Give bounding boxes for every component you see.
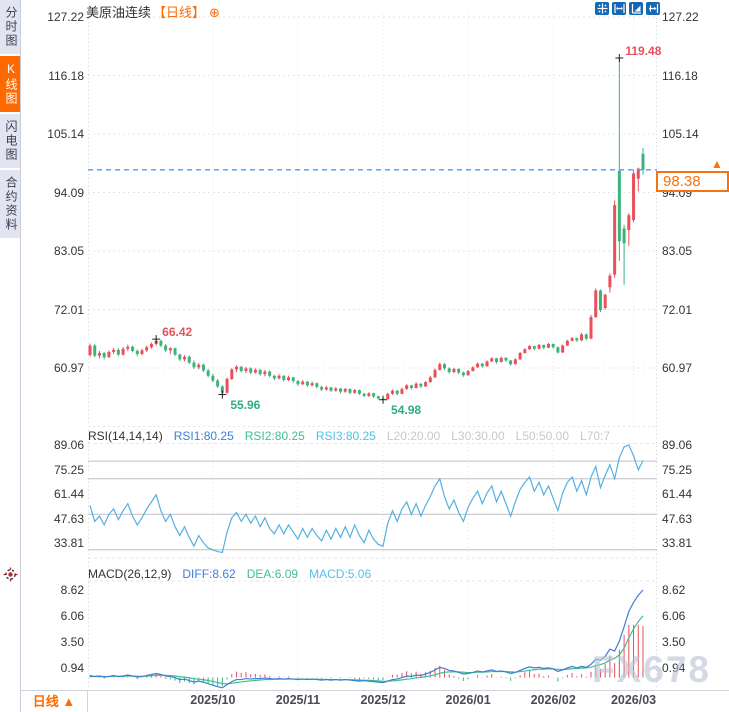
macd-param-2: DEA:6.09 bbox=[246, 567, 299, 581]
sidebar-tab-1[interactable]: 分时图 bbox=[0, 0, 20, 54]
x-axis-label: 2025/11 bbox=[275, 693, 321, 707]
shift-right-icon[interactable] bbox=[646, 2, 660, 15]
macd-y-label-left: 3.50 bbox=[60, 635, 84, 649]
rsi-param-7: L70:7 bbox=[580, 429, 611, 443]
sidebar-tab-2[interactable]: K线图 bbox=[0, 56, 20, 112]
period-selector-label: 日线 bbox=[32, 694, 59, 709]
chart-toolbar bbox=[595, 2, 660, 15]
price-annotation-low: 54.98 bbox=[391, 402, 422, 417]
price-annotation-high: 66.42 bbox=[162, 325, 193, 340]
left-sidebar: 分时图 K线图 闪电图 合约资料 bbox=[0, 0, 21, 712]
rsi-param-3: RSI3:80.25 bbox=[315, 429, 376, 443]
rsi-y-label-right: 33.81 bbox=[662, 536, 693, 550]
macd-y-label-left: 8.62 bbox=[60, 583, 84, 597]
macd-y-label-right: 3.50 bbox=[662, 635, 686, 649]
macd-param-3: MACD:5.06 bbox=[309, 567, 372, 581]
chevron-up-icon: ▲ bbox=[62, 694, 76, 709]
marker-tool-icon[interactable] bbox=[2, 566, 19, 583]
main-y-label-left: 72.01 bbox=[53, 302, 84, 317]
macd-header: MACD(26,12,9) DIFF:8.62 DEA:6.09 MACD:5.06 bbox=[88, 567, 648, 581]
main-y-label-right: 105.14 bbox=[662, 127, 699, 141]
main-y-label-left: 83.05 bbox=[53, 244, 84, 258]
x-axis-label: 2025/12 bbox=[360, 693, 406, 707]
sidebar-tab-3[interactable]: 闪电图 bbox=[0, 114, 20, 168]
rsi-y-label-left: 33.81 bbox=[53, 536, 84, 550]
rsi-param-1: RSI1:80.25 bbox=[173, 429, 234, 443]
fit-width-icon[interactable] bbox=[612, 2, 626, 15]
rsi-header: RSI(14,14,14) RSI1:80.25 RSI2:80.25 RSI3:80… bbox=[88, 429, 648, 443]
price-annotation-low: 55.96 bbox=[230, 397, 261, 412]
chart-title: 美原油连续 【日线】 ⊕ bbox=[86, 2, 220, 21]
main-y-label-left: 127.22 bbox=[47, 10, 84, 24]
rsi-param-2: RSI2:80.25 bbox=[244, 429, 305, 443]
rsi-y-label-left: 61.44 bbox=[53, 487, 84, 501]
period-selector[interactable]: 日线 ▲ bbox=[21, 690, 88, 712]
auto-scale-icon[interactable] bbox=[629, 2, 643, 15]
rsi-param-6: L50:50.00 bbox=[515, 429, 570, 443]
main-y-label-right: 72.01 bbox=[662, 302, 693, 317]
main-y-label-left: 105.14 bbox=[47, 127, 84, 141]
macd-y-label-right: 0.94 bbox=[662, 661, 686, 675]
x-axis-strip bbox=[21, 690, 729, 712]
main-y-label-left: 116.18 bbox=[48, 68, 84, 83]
macd-param-1: DIFF:8.62 bbox=[182, 567, 236, 581]
watermark: FX678 bbox=[592, 649, 712, 690]
rsi-param-5: L30:30.00 bbox=[451, 429, 505, 443]
macd-y-label-right: 8.62 bbox=[662, 583, 686, 597]
macd-name: MACD(26,12,9) bbox=[88, 567, 172, 581]
rsi-y-label-right: 75.25 bbox=[662, 462, 693, 477]
x-axis-label: 2026/02 bbox=[530, 693, 576, 707]
main-y-label-right: 116.18 bbox=[662, 68, 698, 83]
rsi-y-label-left: 47.63 bbox=[53, 511, 84, 526]
sidebar-tab-4[interactable]: 合约资料 bbox=[0, 170, 20, 238]
main-y-label-right: 83.05 bbox=[662, 244, 693, 258]
rsi-y-label-left: 89.06 bbox=[53, 438, 84, 452]
main-y-label-right: 60.97 bbox=[662, 361, 693, 375]
price-annotation-high: 119.48 bbox=[625, 44, 662, 58]
rsi-y-label-left: 75.25 bbox=[53, 462, 84, 477]
rsi-y-label-right: 47.63 bbox=[662, 511, 693, 526]
macd-y-label-right: 6.06 bbox=[662, 609, 686, 623]
rsi-param-4: L20:20.00 bbox=[386, 429, 441, 443]
pan-icon[interactable] bbox=[595, 2, 609, 15]
rsi-name: RSI(14,14,14) bbox=[88, 429, 163, 443]
macd-y-label-left: 0.94 bbox=[60, 661, 84, 675]
last-price-tag: 98.38 bbox=[656, 171, 729, 192]
x-axis-label: 2026/01 bbox=[445, 693, 491, 707]
rsi-y-label-right: 89.06 bbox=[662, 438, 693, 452]
add-indicator-icon[interactable]: ⊕ bbox=[209, 5, 220, 20]
main-y-label-right: 127.22 bbox=[662, 10, 699, 24]
macd-y-label-left: 6.06 bbox=[60, 609, 84, 623]
sidebar-tab-list: 分时图 K线图 闪电图 合约资料 bbox=[0, 0, 20, 238]
scroll-to-latest-icon[interactable]: ▲ bbox=[711, 157, 723, 171]
main-y-label-left: 60.97 bbox=[53, 361, 84, 375]
symbol-name: 美原油连续 bbox=[86, 5, 152, 20]
period-tag: 【日线】 bbox=[153, 5, 206, 20]
main-y-label-left: 94.09 bbox=[53, 185, 84, 200]
x-axis-label: 2025/10 bbox=[190, 693, 236, 707]
x-axis-label: 2026/03 bbox=[610, 693, 657, 707]
rsi-y-label-right: 61.44 bbox=[662, 487, 693, 501]
